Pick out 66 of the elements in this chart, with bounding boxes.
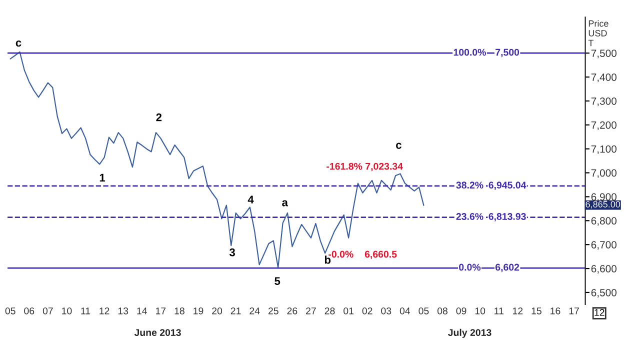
- ref-line-label: 6,945.04: [488, 182, 526, 190]
- annotation: 2: [156, 113, 162, 122]
- annotation: 38.2%: [456, 182, 484, 189]
- x-tick-label: 19: [194, 307, 204, 314]
- annotation: 6,660.5: [364, 250, 397, 260]
- x-tick-label: 17: [569, 308, 579, 314]
- ref-line-label: 7,500: [496, 48, 520, 58]
- annotation: c: [16, 40, 22, 47]
- x-tick-label: 06: [24, 307, 34, 314]
- annotation: 3: [229, 248, 235, 256]
- x-tick-label: 15: [532, 308, 542, 314]
- x-tick-label: 10: [475, 307, 486, 314]
- annotation: a: [282, 200, 288, 206]
- x-tick-label: 12: [512, 307, 523, 314]
- x-tick-label: 07: [42, 307, 53, 314]
- annotation: 1: [100, 174, 106, 182]
- x-tick-label: 05: [418, 307, 429, 314]
- x-tick-label: 28: [324, 307, 335, 314]
- x-tick-label: 24: [250, 307, 260, 314]
- x-tick-label: 11: [81, 308, 90, 314]
- x-tick-label: 14: [137, 308, 147, 314]
- x-tick-label: 13: [118, 307, 128, 314]
- ref-line-label: 6,602: [495, 264, 520, 272]
- annotation: 4: [248, 196, 254, 204]
- annotation: b: [324, 256, 331, 264]
- x-tick-label: 05: [5, 307, 16, 314]
- x-tick-label: 08: [437, 307, 448, 314]
- text: June 2013: [134, 329, 181, 336]
- x-tick-label: 20: [212, 307, 222, 314]
- text: 6,865.00: [586, 201, 620, 209]
- x-tick-label: 02: [362, 307, 372, 314]
- y-tick-label: 7,000: [591, 169, 617, 178]
- y-tick-label: 7,400: [591, 74, 617, 82]
- y-tick-label: 6,900: [591, 193, 617, 202]
- annotation: 100.0%: [454, 48, 486, 56]
- annotation: 0.0%: [459, 264, 481, 271]
- y-tick-label: 7,500: [591, 50, 617, 58]
- x-tick-label: 04: [400, 307, 410, 314]
- x-tick-label: 12: [100, 307, 110, 314]
- x-tick-label: 16: [550, 307, 560, 314]
- annotation: 5: [274, 277, 280, 286]
- text: July 2013: [448, 328, 492, 338]
- y-axis-title: Price USD T: [588, 20, 608, 46]
- annotation: 23.6%: [456, 213, 484, 220]
- x-tick-label: 18: [174, 307, 184, 314]
- y-tick-label: 6,500: [591, 288, 617, 298]
- y-tick-label: 7,200: [591, 121, 617, 130]
- y-tick-label: 7,300: [591, 97, 617, 106]
- annotation: -0.0%: [328, 250, 354, 258]
- annotation: c: [396, 142, 402, 149]
- x-tick-label: 26: [287, 307, 298, 314]
- x-tick-label: 21: [230, 307, 241, 314]
- x-tick-label: 25: [268, 307, 278, 314]
- annotation: -161.8% 7,023.34: [326, 162, 403, 172]
- y-tick-label: 6,700: [591, 241, 617, 250]
- y-tick-label: 7,100: [591, 145, 617, 154]
- y-tick-label: 6,600: [591, 265, 617, 274]
- x-tick-label: 10: [62, 307, 72, 314]
- ref-line-label: 6,813.93: [488, 213, 526, 222]
- y-tick-label: 6,800: [591, 217, 617, 226]
- x-tick-label: 27: [306, 307, 316, 314]
- x-tick-label: 11: [494, 308, 504, 314]
- x-tick-label: 09: [456, 307, 466, 314]
- x-tick-label: 17: [156, 308, 166, 314]
- x-tick-label: 01: [344, 307, 354, 314]
- x-tick-label: 03: [381, 307, 392, 314]
